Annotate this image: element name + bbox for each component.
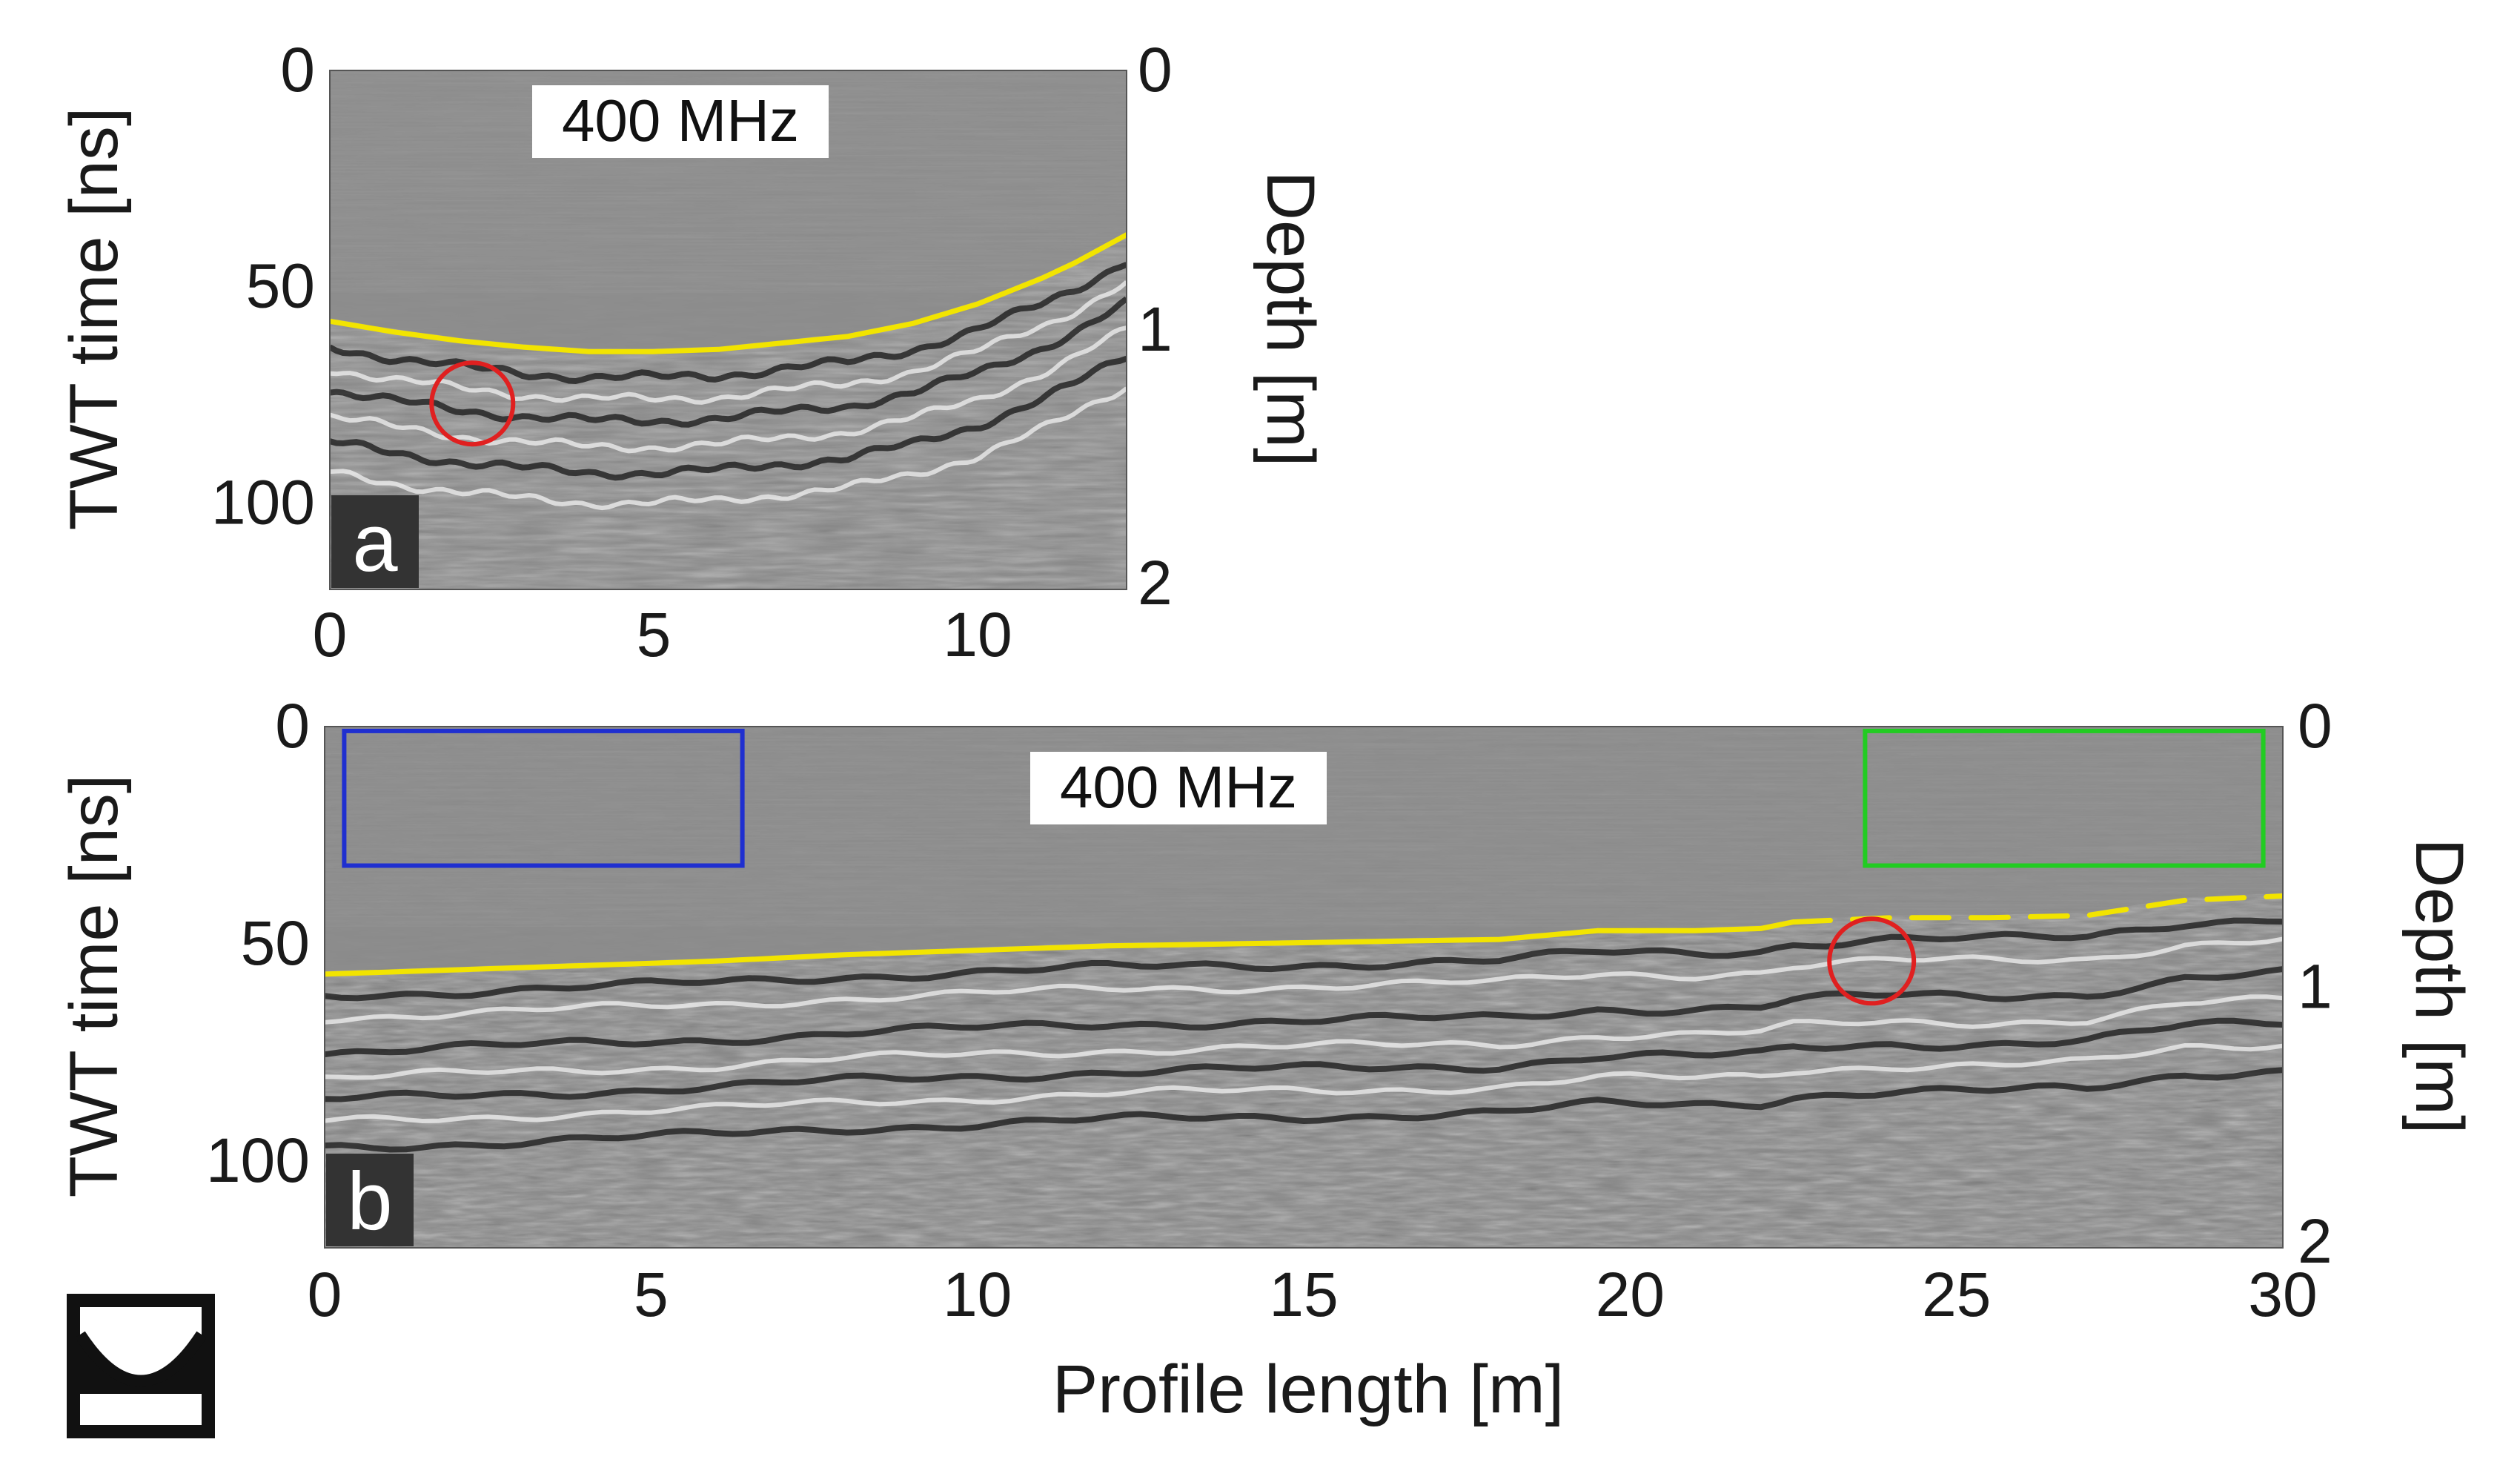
panel-a-depth-axis-title: Depth [m] (1253, 171, 1328, 467)
y-tick-label: 0 (280, 35, 315, 105)
y-tick-label: 50 (246, 251, 315, 321)
panel-a-frame (329, 70, 1127, 590)
depth-tick-label: 0 (1138, 35, 1173, 105)
x-tick-label: 0 (308, 1260, 342, 1329)
panel-b-blue-box (342, 728, 745, 868)
x-tick-label: 15 (1269, 1260, 1338, 1329)
x-tick-label: 0 (313, 600, 348, 669)
reflection-band (325, 1017, 2283, 1102)
panel-b-interpreted-horizon (325, 919, 1796, 977)
x-tick-label: 20 (1596, 1260, 1665, 1329)
panel-b-x-axis-title: Profile length [m] (1052, 1352, 1564, 1427)
y-tick-label: 100 (206, 1125, 310, 1195)
reflection-band (330, 325, 1127, 454)
reflection-band (330, 386, 1127, 511)
y-tick-label: 100 (211, 467, 315, 537)
depth-tick-label: 2 (2298, 1206, 2332, 1276)
panel-b-y-axis-title: TWT time [ns] (56, 775, 132, 1198)
x-tick-label: 5 (637, 600, 672, 669)
panel-a-letter-box (331, 495, 419, 588)
reflection-band (325, 1043, 2283, 1124)
panel-b-green-box (1863, 728, 2266, 868)
panel-b-reflection-bands (325, 917, 2283, 1153)
reflection-band (325, 1067, 2283, 1153)
panel-b-highlight-circle (1827, 916, 1917, 1006)
y-tick-label: 50 (241, 908, 310, 978)
reflection-band (325, 994, 2283, 1080)
panel-a-y-axis-title: TWT time [ns] (56, 108, 132, 531)
panel-a-frequency-label: 400 MHz (562, 87, 799, 153)
panel-a-frequency-box (532, 85, 829, 158)
panel-a-interpreted-horizon (330, 232, 1127, 354)
reflection-band (325, 936, 2283, 1025)
x-tick-label: 25 (1922, 1260, 1991, 1329)
reflection-band (330, 296, 1127, 428)
panel-b-frequency-box (1030, 752, 1327, 824)
panel-a-radargram: 400 MHz a (330, 70, 1127, 589)
x-tick-label: 10 (943, 600, 1012, 669)
panel-b-letter: b (347, 1156, 392, 1247)
depth-tick-label: 2 (1138, 548, 1173, 618)
reflection-band (325, 917, 2283, 1002)
panel-a-letter: a (352, 497, 398, 589)
panel-b-letter-box (326, 1154, 414, 1246)
panel-b: 400 MHz b 0 5 10 15 20 25 30 0 50 100 0 1 2 TWT time… (56, 691, 2477, 1427)
depth-tick-label: 0 (2298, 691, 2332, 761)
reflection-band (330, 355, 1127, 481)
x-tick-label: 10 (943, 1260, 1012, 1329)
depth-tick-label: 1 (2298, 952, 2332, 1022)
x-tick-label: 5 (634, 1260, 669, 1329)
reflection-band (325, 966, 2283, 1058)
panel-b-radargram: 400 MHz b (325, 727, 2283, 1248)
y-tick-label: 0 (275, 691, 310, 761)
corner-logo (67, 1294, 215, 1438)
panel-a-highlight-circle (429, 360, 516, 447)
panel-b-ticks: 0 5 10 15 20 25 30 0 50 100 0 1 2 (206, 691, 2332, 1329)
depth-tick-label: 1 (1138, 294, 1173, 364)
panel-b-frame (324, 726, 2284, 1249)
x-tick-label: 30 (2248, 1260, 2317, 1329)
panel-a-reflection-bands (330, 262, 1127, 511)
panel-b-depth-axis-title: Depth [m] (2401, 839, 2477, 1134)
reflection-band (330, 280, 1127, 405)
panel-b-frequency-label: 400 MHz (1060, 754, 1297, 820)
